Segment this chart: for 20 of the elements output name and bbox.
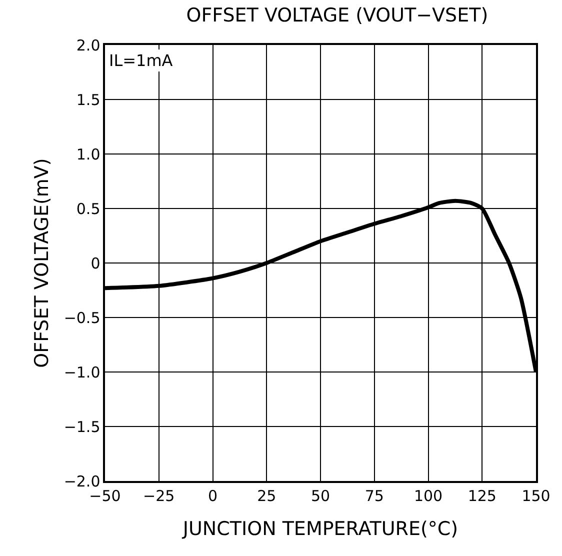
x-tick-label: 50 <box>310 486 330 505</box>
x-tick-label: 150 <box>522 486 550 505</box>
x-tick-label: 125 <box>468 486 496 505</box>
x-tick-label: 100 <box>414 486 443 505</box>
x-tick-label: 0 <box>208 486 218 505</box>
y-axis-title: OFFSET VOLTAGE(mV) <box>31 158 54 368</box>
y-tick-label: 0 <box>90 254 100 272</box>
y-tick-label: 1.0 <box>76 145 100 164</box>
x-tick-label: 25 <box>257 486 276 505</box>
chart-title: OFFSET VOLTAGE (VOUT−VSET) <box>186 4 488 27</box>
y-tick-label: 0.5 <box>76 200 100 218</box>
y-tick-label: −0.5 <box>64 308 100 327</box>
x-tick-label: −25 <box>143 486 175 505</box>
y-tick-label: −1.0 <box>64 363 100 382</box>
y-tick-label: 1.5 <box>76 90 100 109</box>
x-axis-title: JUNCTION TEMPERATURE(°C) <box>182 518 458 540</box>
y-tick-label: −1.5 <box>64 418 100 436</box>
annotation: IL=1mA <box>109 51 173 70</box>
y-tick-label: 2.0 <box>76 36 100 54</box>
x-tick-label: 75 <box>364 486 384 505</box>
